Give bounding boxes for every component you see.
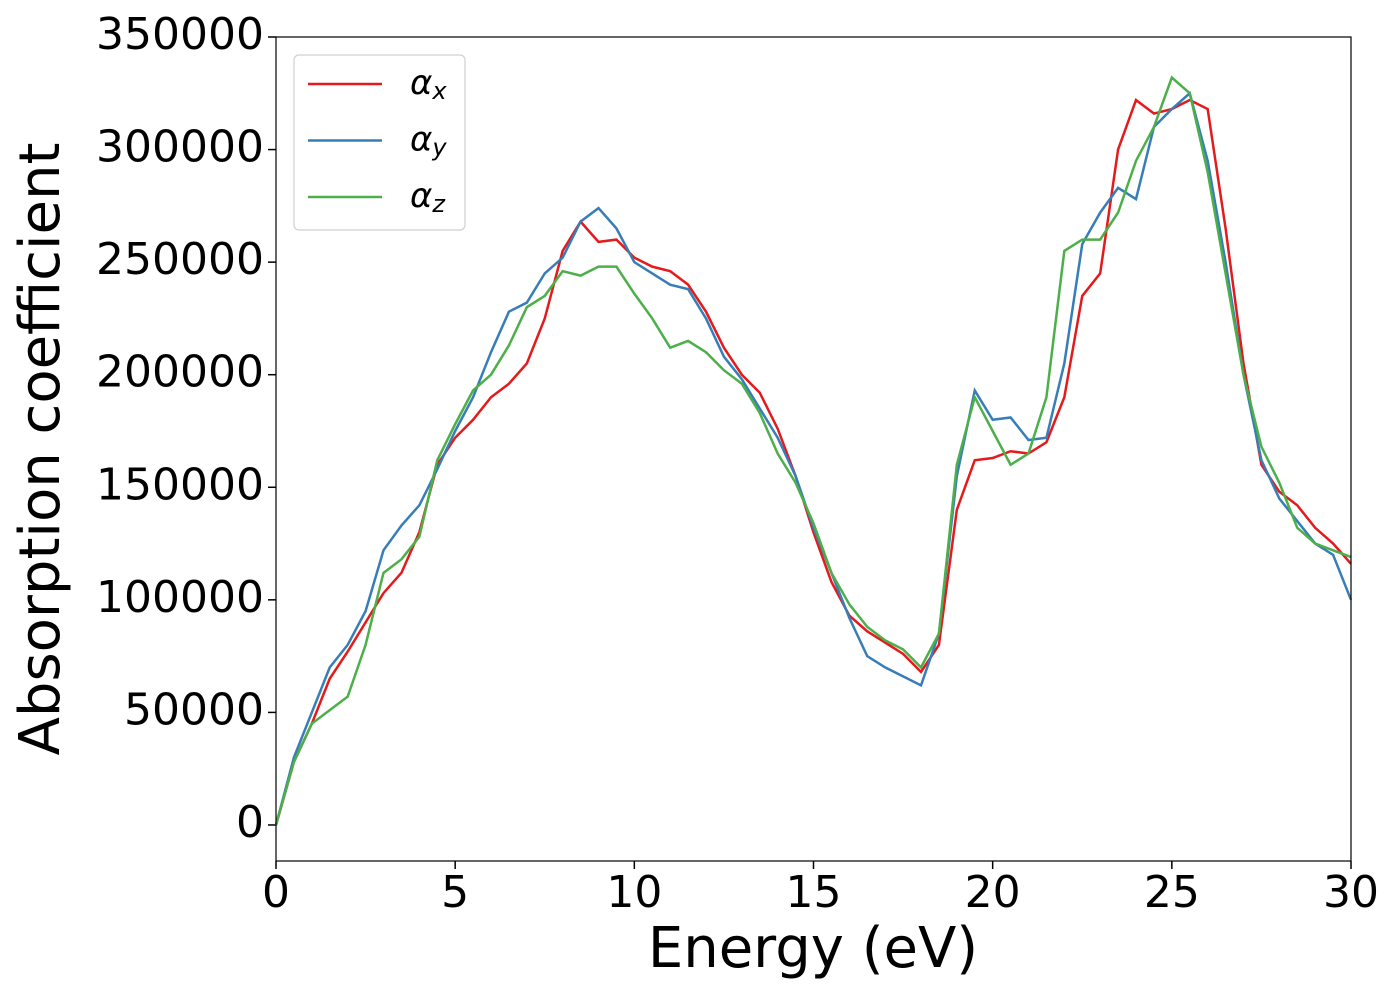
y-tick-label: 50000 [124, 684, 264, 735]
plot-frame [275, 36, 1352, 862]
x-tick-label: 0 [262, 867, 290, 918]
x-tick-label: 20 [965, 867, 1021, 918]
series-line [274, 75, 1352, 826]
y-tick-label: 200000 [96, 347, 264, 398]
legend-label: αz [410, 176, 446, 219]
x-tick-label: 30 [1323, 867, 1379, 918]
legend-label: αx [410, 63, 447, 106]
x-tick-label: 15 [786, 867, 842, 918]
y-tick-label: 250000 [96, 234, 264, 285]
legend-label: αy [410, 119, 447, 162]
series-line [274, 91, 1353, 826]
x-tick-label: 10 [606, 867, 662, 918]
legend-box [293, 54, 466, 231]
x-tick-label: 5 [441, 867, 469, 918]
y-tick-label: 0 [236, 797, 264, 848]
x-tick-label: 25 [1144, 867, 1200, 918]
y-tick-label: 350000 [96, 9, 264, 60]
y-tick-label: 100000 [96, 572, 264, 623]
y-tick-label: 300000 [96, 122, 264, 173]
y-tick-label: 150000 [96, 459, 264, 510]
x-axis-label: Energy (eV) [648, 916, 978, 981]
y-axis-label: Absorption coefficient [8, 143, 73, 756]
